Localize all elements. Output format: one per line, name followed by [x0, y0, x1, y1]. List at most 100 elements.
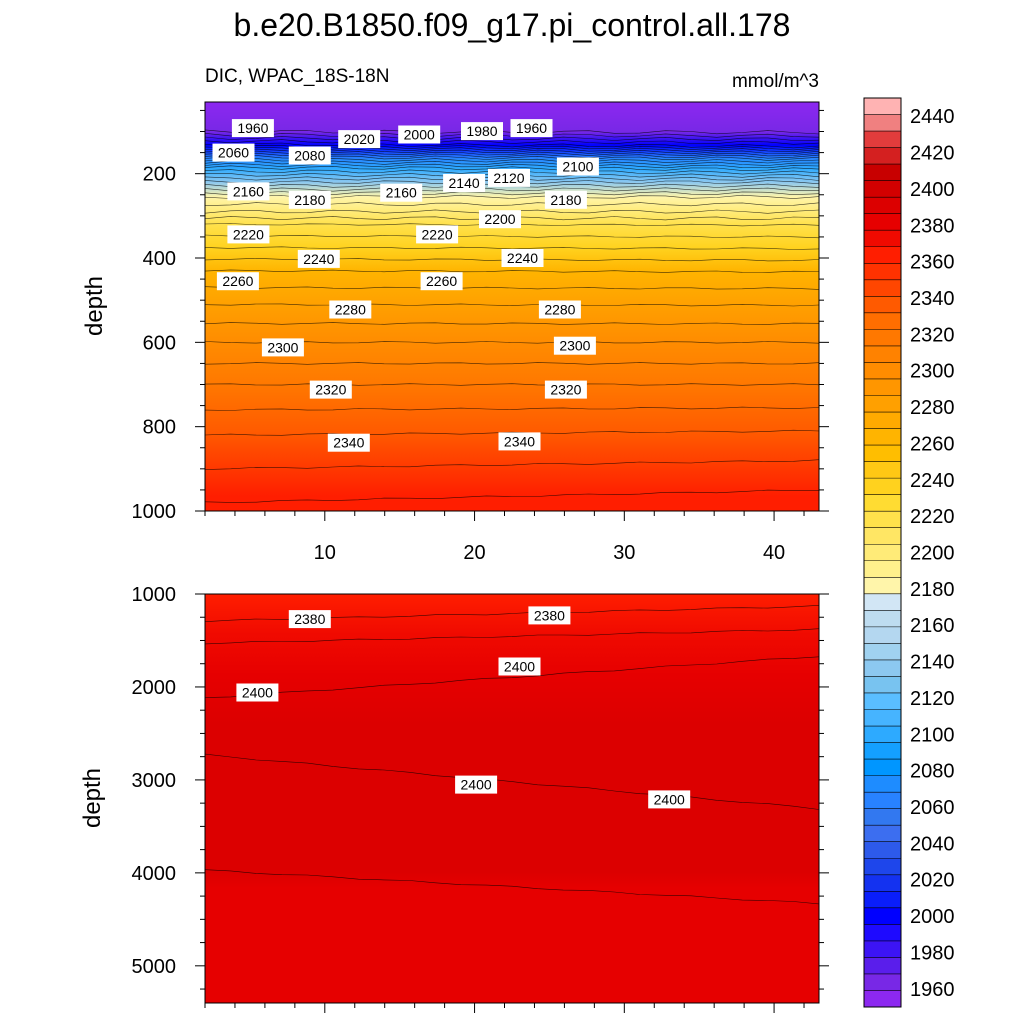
contour-label-background: [455, 775, 498, 794]
contour-label: 2300: [261, 338, 304, 357]
colorbar-swatch: [864, 263, 901, 281]
contour-label: 2180: [288, 190, 331, 209]
colorbar-swatch: [864, 676, 901, 694]
contour-label-text: 2400: [461, 777, 492, 793]
upper-contour-labels: 1960 2020 2000 1980 1960 2060 2080 2120 2100 2160…: [212, 119, 599, 452]
contour-label-background: [338, 130, 381, 149]
colorbar-swatch: [864, 891, 901, 909]
contour-label: 2180: [544, 190, 587, 209]
contour-label: 2200: [479, 210, 521, 229]
colorbar-swatch: [864, 940, 901, 958]
contour-line: [205, 489, 819, 503]
colorbar-label: 2220: [910, 506, 955, 528]
contour-label: 2220: [416, 225, 459, 244]
colorbar-swatch: [864, 114, 901, 132]
contour-label-background: [488, 168, 530, 187]
colorbar-label: 1980: [910, 943, 955, 965]
contour-label: 2400: [498, 657, 541, 676]
colorbar-swatch: [864, 412, 901, 429]
contour-label-text: 2220: [233, 226, 264, 242]
contour-label-background: [398, 125, 441, 144]
colorbar-swatch: [864, 213, 901, 231]
colorbar-swatch: [864, 957, 901, 975]
x-tick-label: 40: [763, 542, 785, 564]
colorbar-swatch: [864, 825, 901, 843]
colorbar-swatch: [864, 362, 901, 380]
colorbar-label: 2040: [910, 833, 955, 855]
colorbar-swatch: [864, 775, 901, 793]
contour-label-background: [461, 122, 503, 141]
contour-label-background: [544, 380, 587, 399]
colorbar-label: 1960: [910, 979, 955, 1001]
y-tick-label: 5000: [132, 956, 177, 978]
contour-line: [205, 753, 819, 810]
colorbar-swatch: [864, 395, 901, 413]
contour-label-background: [556, 157, 599, 176]
colorbar-swatch: [864, 841, 901, 859]
colorbar-swatch: [864, 345, 901, 363]
x-tick-label: 30: [613, 542, 635, 564]
contour-label-background: [227, 182, 270, 201]
lower-fill: [205, 594, 819, 1003]
contour-label-text: 2200: [484, 211, 515, 227]
contour-line: [205, 341, 819, 344]
colorbar: 2440 2420 2400 2380 2360 2340 2320 2300 2280 2260…: [863, 97, 955, 1008]
contour-line: [205, 362, 819, 365]
contour-label: 2120: [488, 168, 530, 187]
contour-label: 2000: [398, 125, 441, 144]
colorbar-swatch: [864, 643, 901, 661]
colorbar-swatch: [864, 990, 901, 1008]
contour-label-background: [528, 606, 571, 625]
contour-label: 2240: [501, 249, 544, 267]
contour-line: [205, 165, 819, 171]
contour-label-background: [288, 610, 331, 629]
contour-line: [205, 429, 819, 436]
contour-label-background: [510, 119, 553, 138]
contour-line: [205, 187, 819, 192]
colorbar-swatch: [864, 494, 901, 512]
contour-label-text: 2400: [504, 659, 535, 675]
colorbar-swatch: [864, 164, 901, 182]
y-tick-label: 800: [143, 417, 176, 439]
contour-line: [205, 246, 819, 250]
contour-line: [205, 162, 819, 169]
contour-label-background: [227, 225, 270, 244]
colorbar-swatch: [864, 180, 901, 198]
colorbar-swatch: [864, 312, 901, 330]
colorbar-swatch: [864, 726, 901, 743]
contour-label: 2340: [327, 433, 370, 452]
colorbar-label: 2400: [910, 179, 955, 201]
contour-label-text: 1960: [516, 120, 547, 136]
variable-subtitle: DIC, WPAC_18S-18N: [205, 66, 389, 87]
contour-line: [205, 303, 819, 307]
colorbar-swatch: [864, 378, 901, 396]
contour-label-background: [261, 338, 304, 357]
contour-label-text: 2300: [559, 338, 590, 354]
y-tick-label: 600: [143, 332, 176, 354]
colorbar-swatch: [864, 147, 901, 165]
contour-line: [205, 869, 819, 905]
colorbar-label: 2080: [910, 761, 955, 783]
colorbar-label: 2060: [910, 797, 955, 819]
contour-label-text: 2160: [233, 183, 264, 199]
y-tick-label: 200: [143, 164, 176, 186]
colorbar-swatch: [864, 296, 901, 314]
contour-label-text: 2060: [218, 145, 249, 161]
contour-label-background: [553, 336, 596, 355]
colorbar-frame: [863, 97, 902, 1008]
contour-label-background: [327, 433, 370, 452]
contour-label-background: [216, 272, 259, 291]
contour-label-text: 2140: [449, 175, 480, 191]
colorbar-swatch: [864, 560, 901, 578]
contour-label-text: 2340: [504, 433, 535, 449]
contour-label-text: 2260: [222, 273, 253, 289]
y-tick-label: 2000: [132, 677, 177, 699]
colorbar-swatch: [864, 973, 901, 991]
colorbar-swatch: [864, 131, 901, 148]
colorbar-label: 2320: [910, 324, 955, 346]
contour-label-text: 2260: [426, 273, 457, 289]
contour-label-background: [501, 249, 544, 267]
contour-label-text: 2020: [344, 131, 375, 147]
contour-label: 2060: [212, 143, 255, 162]
